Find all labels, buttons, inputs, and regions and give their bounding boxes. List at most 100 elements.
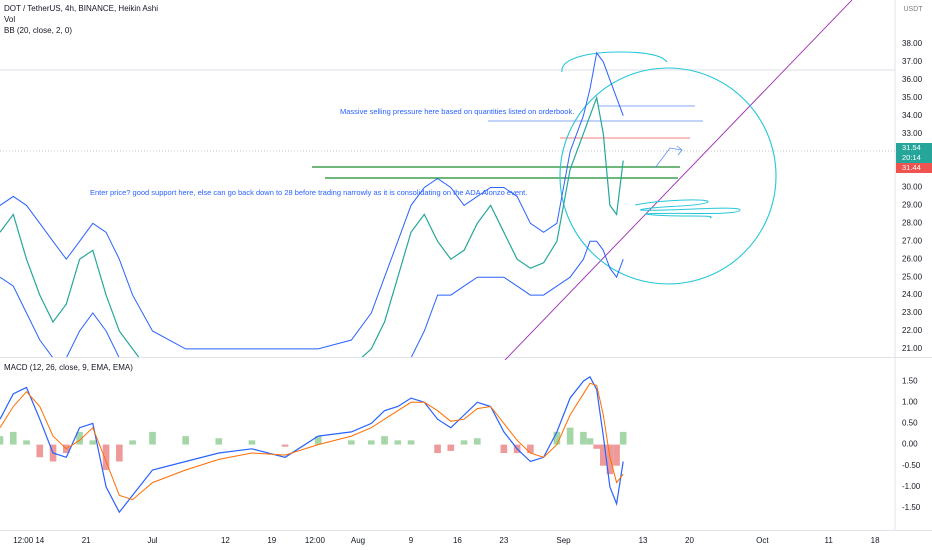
circle-drawing	[559, 67, 777, 285]
histogram-bar	[9, 431, 17, 445]
y-tick-label: 35.00	[902, 93, 923, 102]
y-tick-label: 38.00	[902, 39, 923, 48]
histogram-bar	[434, 444, 441, 454]
y-tick-label: 34.00	[902, 111, 923, 120]
x-tick-label: 19	[267, 536, 276, 545]
y-tick-label: 25.00	[902, 272, 923, 281]
y-tick-label: 36.00	[902, 75, 923, 84]
histogram-bar	[447, 444, 455, 451]
x-tick-label: 12:00	[305, 536, 326, 545]
histogram-bar	[281, 444, 289, 447]
x-tick-label: 23	[499, 536, 508, 545]
x-tick-label: Aug	[351, 536, 365, 545]
histogram-bar	[129, 440, 136, 445]
y-tick-label: 26.00	[902, 254, 923, 263]
x-tick-label: 16	[453, 536, 462, 545]
chart-title: DOT / TetherUS, 4h, BINANCE, Heikin Ashi	[4, 4, 158, 13]
series-line	[0, 240, 624, 357]
y-tick-label: 30.00	[902, 183, 923, 192]
histogram-bar	[248, 440, 256, 445]
x-tick-label: 13	[639, 536, 648, 545]
y-tick-label: 28.00	[902, 218, 923, 227]
y-tick-label: 27.00	[902, 236, 923, 245]
macd-pane	[0, 376, 627, 514]
axis-unit: USDT	[903, 6, 923, 13]
histogram-bar	[182, 436, 189, 445]
histogram-bar	[613, 444, 620, 466]
histogram-bar	[89, 440, 97, 445]
drawings	[312, 0, 853, 361]
histogram-bar	[314, 436, 322, 445]
indicator-label: MACD (12, 26, close, 9, EMA, EMA)	[4, 363, 133, 372]
price-label: 31.54	[902, 143, 921, 152]
price-pane	[0, 51, 624, 357]
histogram-bar	[527, 444, 534, 454]
price-label-bg	[896, 153, 932, 163]
y-tick-label: 22.00	[902, 326, 923, 335]
y-tick-label: 1.50	[902, 376, 918, 385]
series-line	[0, 95, 624, 357]
x-tick-label: Oct	[756, 536, 769, 545]
series-line	[0, 382, 624, 501]
histogram-bar	[586, 438, 594, 445]
series-line	[0, 51, 624, 350]
annotation: Enter price? good support here, else can…	[90, 188, 527, 197]
histogram-bar	[76, 431, 83, 445]
annotation: Massive selling pressure here based on q…	[340, 107, 574, 116]
histogram-bar	[149, 431, 156, 445]
y-tick-label: 0.50	[902, 419, 918, 428]
price-label-bg	[896, 163, 932, 173]
histogram-bar	[500, 444, 508, 454]
y-tick-label: 33.00	[902, 129, 923, 138]
histogram-bar	[215, 438, 223, 445]
series-line	[0, 376, 624, 514]
y-tick-label: 23.00	[902, 308, 923, 317]
histogram-bar	[553, 431, 561, 445]
histogram-bar	[102, 444, 110, 470]
histogram-bar	[593, 444, 600, 449]
arrow-drawing	[654, 145, 683, 169]
y-tick-label: 24.00	[902, 290, 923, 299]
histogram-bar	[116, 444, 123, 462]
x-tick-label: 14	[35, 536, 44, 545]
trend-line	[504, 0, 853, 361]
histogram-bar	[367, 440, 375, 445]
x-tick-label: Sep	[556, 536, 571, 545]
y-tick-label: -1.00	[902, 482, 921, 491]
histogram-bar	[599, 444, 607, 466]
y-tick-label: 1.00	[902, 397, 918, 406]
histogram-bar	[619, 431, 627, 445]
x-tick-label: 9	[409, 536, 414, 545]
x-tick-label: 12	[221, 536, 230, 545]
curve-drawing	[561, 51, 668, 73]
histogram-bar	[394, 440, 402, 445]
x-tick-label: 20	[685, 536, 694, 545]
histogram-bar	[580, 431, 587, 445]
y-tick-label: -0.50	[902, 461, 921, 470]
x-tick-label: 18	[871, 536, 880, 545]
y-tick-label: 29.00	[902, 201, 923, 210]
histogram-bar	[23, 440, 30, 445]
indicator-label: Vol	[4, 15, 15, 24]
histogram-bar	[36, 444, 44, 458]
x-tick-label: 21	[82, 536, 91, 545]
price-label: 31.44	[902, 163, 921, 172]
x-tick-label: 11	[825, 536, 834, 545]
histogram-bar	[460, 440, 468, 445]
histogram-bar	[381, 436, 388, 445]
indicator-label: BB (20, close, 2, 0)	[4, 26, 72, 35]
scribble-drawing	[634, 199, 741, 219]
price-label-bg	[896, 143, 932, 153]
histogram-bar	[474, 438, 481, 445]
x-tick-label: 12:00	[13, 536, 34, 545]
y-tick-label: 21.00	[902, 344, 923, 353]
histogram-bar	[606, 444, 614, 475]
price-label: 20:14	[902, 153, 921, 162]
y-tick-label: 37.00	[902, 57, 923, 66]
y-tick-label: -1.50	[902, 503, 921, 512]
x-tick-label: Jul	[147, 536, 157, 545]
y-tick-label: 0.00	[902, 440, 918, 449]
histogram-bar	[0, 436, 4, 445]
